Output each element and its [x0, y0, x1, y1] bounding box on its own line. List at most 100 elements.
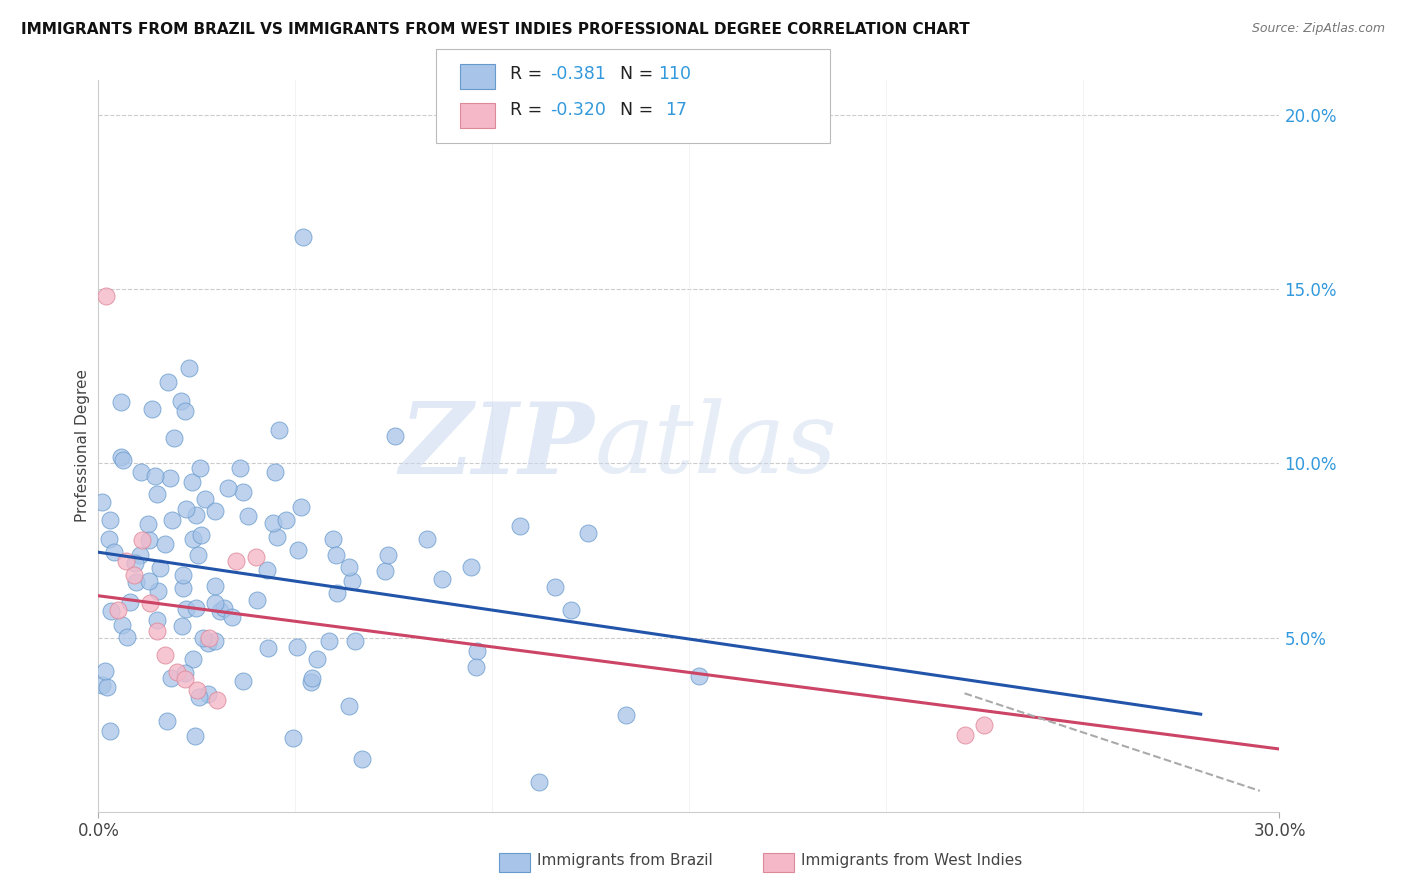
Text: Immigrants from Brazil: Immigrants from Brazil — [537, 854, 713, 868]
Point — [264, 466, 287, 480]
Point — [197, 636, 219, 650]
Point — [124, 556, 146, 570]
Point — [337, 698, 360, 713]
Text: -0.320: -0.320 — [550, 101, 606, 119]
Point — [204, 596, 226, 610]
Point — [269, 423, 291, 437]
Point — [188, 690, 211, 704]
Point — [94, 664, 117, 678]
Point — [299, 675, 322, 690]
Point — [98, 532, 121, 546]
Point — [118, 595, 141, 609]
Point — [460, 559, 482, 574]
Point — [172, 568, 194, 582]
Point — [186, 682, 208, 697]
Point — [145, 614, 167, 628]
Point — [465, 660, 488, 674]
Point — [156, 375, 179, 389]
Point — [96, 681, 118, 695]
Point — [160, 513, 183, 527]
Point — [285, 640, 308, 655]
Point — [128, 548, 150, 562]
Point — [136, 517, 159, 532]
Point — [122, 567, 145, 582]
Point — [184, 729, 207, 743]
Point — [465, 643, 488, 657]
Point — [614, 708, 637, 723]
Point — [229, 461, 252, 475]
Point — [290, 500, 312, 514]
Point — [197, 686, 219, 700]
Point — [236, 508, 259, 523]
Point — [172, 582, 194, 596]
Point — [204, 633, 226, 648]
Text: R =: R = — [510, 65, 548, 83]
Point — [416, 532, 439, 546]
Text: Source: ZipAtlas.com: Source: ZipAtlas.com — [1251, 22, 1385, 36]
Point — [322, 532, 344, 546]
Point — [145, 486, 167, 500]
Point — [953, 728, 976, 742]
Point — [377, 548, 399, 562]
Point — [131, 533, 153, 547]
Point — [527, 775, 550, 789]
Point — [197, 631, 219, 645]
Point — [138, 596, 160, 610]
Point — [301, 671, 323, 685]
Point — [342, 574, 364, 588]
Point — [190, 528, 212, 542]
Point — [209, 604, 232, 618]
Point — [155, 648, 177, 662]
Point — [318, 634, 340, 648]
Point — [179, 361, 201, 376]
Point — [112, 453, 135, 467]
Point — [96, 289, 118, 303]
Text: N =: N = — [620, 101, 659, 119]
Text: IMMIGRANTS FROM BRAZIL VS IMMIGRANTS FROM WEST INDIES PROFESSIONAL DEGREE CORREL: IMMIGRANTS FROM BRAZIL VS IMMIGRANTS FRO… — [21, 22, 970, 37]
Point — [115, 630, 138, 644]
Point — [103, 544, 125, 558]
Point — [688, 669, 710, 683]
Point — [430, 572, 453, 586]
Point — [544, 581, 567, 595]
Point — [174, 602, 197, 616]
Point — [174, 673, 197, 687]
Point — [163, 431, 186, 445]
Point — [125, 574, 148, 589]
Point — [153, 537, 176, 551]
Point — [183, 652, 205, 666]
Point — [138, 533, 160, 548]
Point — [256, 563, 278, 577]
Point — [110, 450, 132, 465]
Text: 110: 110 — [658, 65, 690, 83]
Point — [246, 592, 269, 607]
Point — [129, 465, 152, 479]
Text: atlas: atlas — [595, 399, 837, 493]
Point — [262, 516, 284, 530]
Point — [160, 672, 183, 686]
Point — [973, 717, 995, 731]
Point — [115, 554, 138, 568]
Point — [146, 584, 169, 599]
Point — [98, 513, 121, 527]
Point — [384, 429, 406, 443]
Point — [352, 752, 374, 766]
Text: N =: N = — [620, 65, 659, 83]
Point — [159, 471, 181, 485]
Y-axis label: Professional Degree: Professional Degree — [75, 369, 90, 523]
Point — [176, 502, 198, 516]
Point — [170, 393, 193, 408]
Point — [221, 610, 243, 624]
Point — [217, 481, 239, 495]
Point — [266, 530, 288, 544]
Point — [172, 619, 194, 633]
Point — [188, 460, 211, 475]
Point — [138, 574, 160, 588]
Point — [232, 673, 254, 688]
Point — [245, 550, 267, 565]
Point — [186, 508, 208, 523]
Point — [173, 665, 195, 680]
Point — [98, 724, 121, 739]
Point — [149, 561, 172, 575]
Point — [193, 631, 215, 645]
